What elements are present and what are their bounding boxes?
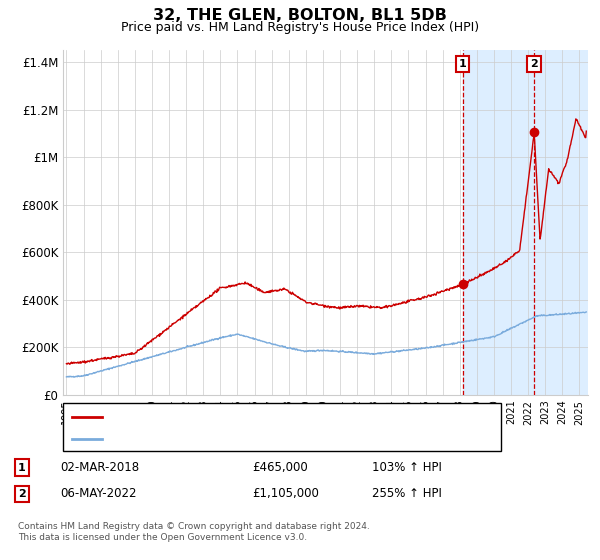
Text: 32, THE GLEN, BOLTON, BL1 5DB (detached house): 32, THE GLEN, BOLTON, BL1 5DB (detached … (108, 410, 410, 423)
Text: Price paid vs. HM Land Registry's House Price Index (HPI): Price paid vs. HM Land Registry's House … (121, 21, 479, 34)
Text: HPI: Average price, detached house, Bolton: HPI: Average price, detached house, Bolt… (108, 432, 364, 445)
Text: 2: 2 (530, 59, 538, 69)
Text: 103% ↑ HPI: 103% ↑ HPI (372, 461, 442, 474)
Text: 32, THE GLEN, BOLTON, BL1 5DB: 32, THE GLEN, BOLTON, BL1 5DB (153, 8, 447, 24)
Text: 2: 2 (18, 489, 26, 499)
Text: 02-MAR-2018: 02-MAR-2018 (60, 461, 139, 474)
Bar (463, 50, 588, 395)
Text: 255% ↑ HPI: 255% ↑ HPI (372, 487, 442, 501)
Text: 06-MAY-2022: 06-MAY-2022 (60, 487, 137, 501)
Text: £1,105,000: £1,105,000 (252, 487, 319, 501)
Text: This data is licensed under the Open Government Licence v3.0.: This data is licensed under the Open Gov… (18, 533, 307, 542)
Text: £465,000: £465,000 (252, 461, 308, 474)
Text: 1: 1 (18, 463, 26, 473)
Text: 1: 1 (459, 59, 467, 69)
Text: Contains HM Land Registry data © Crown copyright and database right 2024.: Contains HM Land Registry data © Crown c… (18, 522, 370, 531)
